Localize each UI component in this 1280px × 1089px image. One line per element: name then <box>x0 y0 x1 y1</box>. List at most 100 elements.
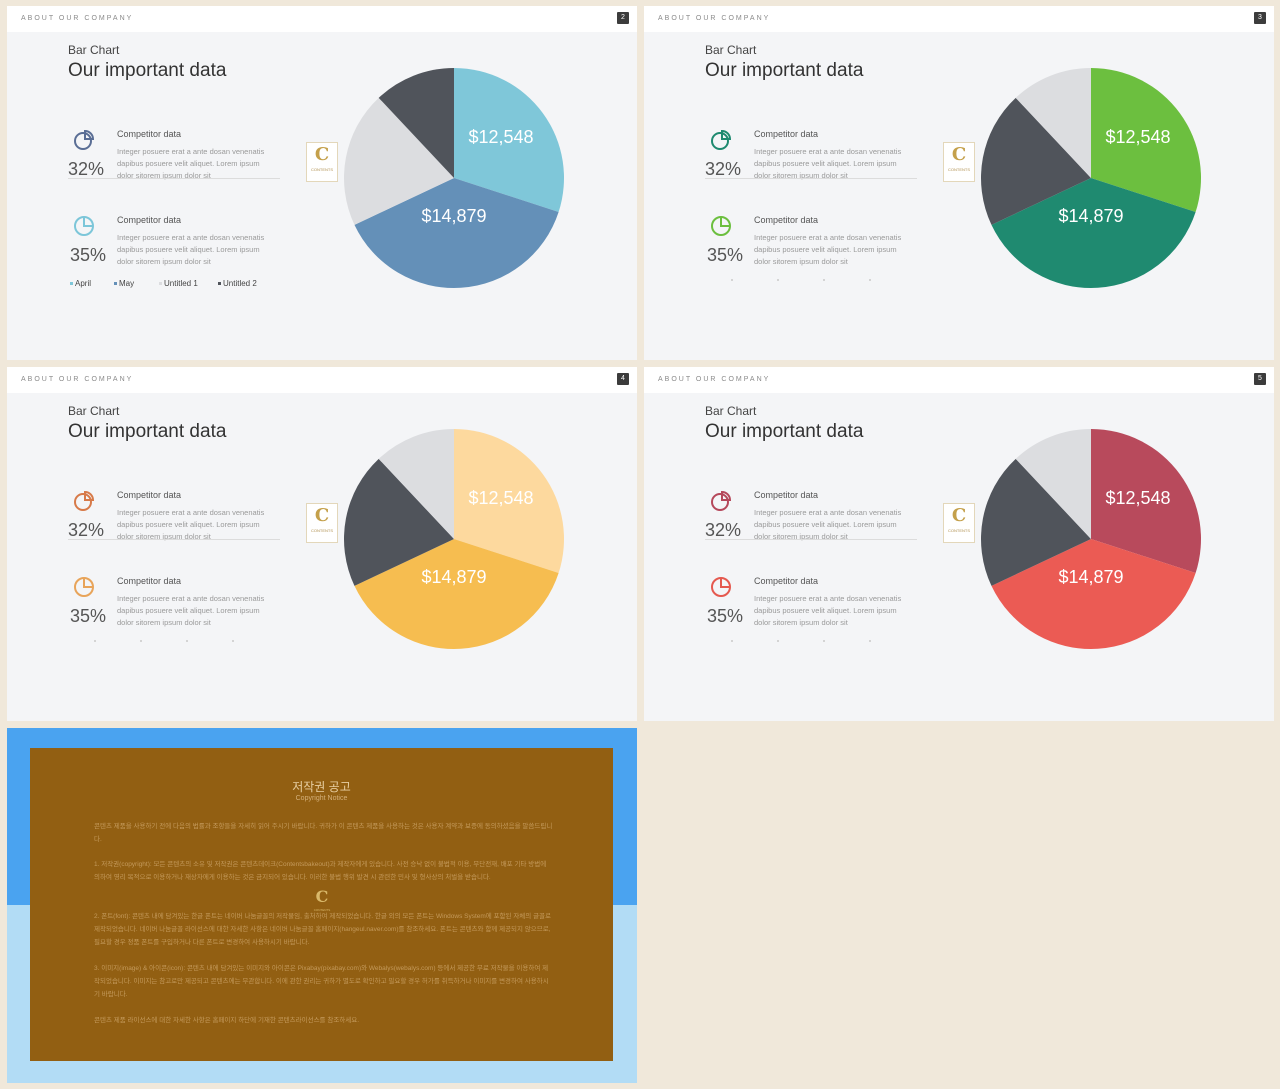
legend-dot <box>869 279 871 281</box>
notice-subtitle: Copyright Notice <box>295 795 348 802</box>
slide-header: ABOUT OUR COMPANY 5 <box>644 367 1274 393</box>
slide-heading: Our important data <box>68 60 227 81</box>
pie-chart: $12,548 $14,879 <box>981 429 1201 649</box>
competitor-description: Integer posuere erat a ante dosan venena… <box>754 508 902 541</box>
page-number: 3 <box>1254 12 1266 24</box>
competitor-percent: 32% <box>68 159 105 179</box>
company-logo: C CONTENTS <box>313 887 331 912</box>
pie-slice <box>354 178 559 288</box>
header-title: ABOUT OUR COMPANY <box>658 15 771 22</box>
competitor-block-2: 35% Competitor data Integer posuere erat… <box>68 215 280 285</box>
competitor-percent: 35% <box>70 606 107 626</box>
divider <box>68 539 280 540</box>
pie-chart-icon <box>711 577 731 597</box>
pie-data-label: $14,879 <box>1058 567 1123 587</box>
pie-slice <box>981 97 1091 225</box>
competitor-label: Competitor data <box>754 490 819 500</box>
competitor-description: Integer posuere erat a ante dosan venena… <box>117 508 265 541</box>
pie-slice <box>354 539 559 649</box>
competitor-label: Competitor data <box>117 129 182 139</box>
competitor-block-1: 32% Competitor data Integer posuere erat… <box>705 129 917 199</box>
legend-dot <box>186 640 188 642</box>
notice-paragraph: 1. 저작권(copyright): 모든 콘텐츠의 소유 및 저작권은 콘텐츠… <box>94 861 547 881</box>
pie-slice <box>454 429 564 573</box>
legend-dot <box>140 640 142 642</box>
pie-slice <box>991 178 1196 288</box>
pie-chart: $12,548 $14,879 <box>344 68 564 288</box>
legend-dot <box>731 640 733 642</box>
slide-heading: Our important data <box>705 60 864 81</box>
pie-chart-icon <box>74 490 95 511</box>
pie-data-label: $14,879 <box>421 206 486 226</box>
competitor-block-2: 35% Competitor data Integer posuere erat… <box>705 215 917 285</box>
notice-paragraph: 2. 폰트(font): 콘텐츠 내에 담겨있는 한글 폰트는 네이버 나눔글꼴… <box>94 913 552 946</box>
pie-chart-icon <box>74 216 94 236</box>
pie-slice <box>1015 68 1091 178</box>
pie-data-label: $14,879 <box>1058 206 1123 226</box>
competitor-description: Integer posuere erat a ante dosan venena… <box>117 233 265 266</box>
pie-chart-icon <box>74 577 94 597</box>
divider <box>705 539 917 540</box>
legend-dot <box>731 279 733 281</box>
pie-slice <box>991 539 1196 649</box>
pie-slice <box>1091 68 1201 212</box>
page-number: 4 <box>617 373 629 385</box>
competitor-percent: 35% <box>707 245 744 265</box>
legend-dot <box>232 640 234 642</box>
pie-slice <box>1015 429 1091 539</box>
competitor-description: Integer posuere erat a ante dosan venena… <box>117 147 265 180</box>
legend-dot <box>94 640 96 642</box>
company-logo: C CONTENTS <box>943 142 975 182</box>
competitor-block-1: 32% Competitor data Integer posuere erat… <box>68 490 280 560</box>
slide-header: ABOUT OUR COMPANY 3 <box>644 6 1274 32</box>
slide-5[interactable]: ABOUT OUR COMPANY 5 Bar Chart Our import… <box>644 367 1274 721</box>
competitor-block-2: 35% Competitor data Integer posuere erat… <box>68 576 280 646</box>
competitor-percent: 32% <box>705 520 742 540</box>
slide-2[interactable]: ABOUT OUR COMPANY 2 Bar Chart Our import… <box>7 6 637 360</box>
pie-chart-icon <box>74 129 95 150</box>
pie-data-label: $12,548 <box>1105 127 1170 147</box>
header-title: ABOUT OUR COMPANY <box>21 15 134 22</box>
competitor-description: Integer posuere erat a ante dosan venena… <box>754 147 902 180</box>
legend-item: Untitled 1 <box>159 279 198 288</box>
company-logo: C CONTENTS <box>943 503 975 543</box>
competitor-percent: 35% <box>707 606 744 626</box>
legend-dot <box>777 640 779 642</box>
pie-data-label: $12,548 <box>468 127 533 147</box>
header-title: ABOUT OUR COMPANY <box>21 376 134 383</box>
pie-slice <box>454 68 564 212</box>
divider <box>68 178 280 179</box>
competitor-percent: 35% <box>70 245 107 265</box>
competitor-percent: 32% <box>705 159 742 179</box>
slide-4[interactable]: ABOUT OUR COMPANY 4 Bar Chart Our import… <box>7 367 637 721</box>
competitor-block-2: 35% Competitor data Integer posuere erat… <box>705 576 917 646</box>
slide-heading: Our important data <box>705 421 864 442</box>
notice-paragraph: 콘텐츠 제품 라이선스에 대한 자세한 사항은 홈페이지 하단에 기재한 콘텐츠… <box>94 1017 360 1024</box>
chart-kind-label: Bar Chart <box>705 43 757 57</box>
competitor-label: Competitor data <box>117 215 182 225</box>
pie-slice <box>981 458 1091 586</box>
page-number: 5 <box>1254 373 1266 385</box>
slide-header: ABOUT OUR COMPANY 4 <box>7 367 637 393</box>
pie-slice <box>344 97 454 225</box>
chart-kind-label: Bar Chart <box>705 404 757 418</box>
notice-paragraph: 3. 이미지(image) & 아이콘(icon): 콘텐츠 내에 담겨있는 이… <box>94 965 549 998</box>
chart-kind-label: Bar Chart <box>68 43 120 57</box>
chart-kind-label: Bar Chart <box>68 404 120 418</box>
legend-dot <box>823 279 825 281</box>
pie-chart: $12,548 $14,879 <box>981 68 1201 288</box>
notice-panel: 저작권 공고 Copyright Notice 콘텐츠 제품을 사용하기 전에 … <box>30 748 613 1061</box>
company-logo: C CONTENTS <box>306 142 338 182</box>
copyright-notice-slide[interactable]: 저작권 공고 Copyright Notice 콘텐츠 제품을 사용하기 전에 … <box>7 728 637 1083</box>
competitor-description: Integer posuere erat a ante dosan venena… <box>754 233 902 266</box>
pie-data-label: $14,879 <box>421 567 486 587</box>
pie-data-label: $12,548 <box>1105 488 1170 508</box>
slide-3[interactable]: ABOUT OUR COMPANY 3 Bar Chart Our import… <box>644 6 1274 360</box>
competitor-label: Competitor data <box>754 576 819 586</box>
competitor-description: Integer posuere erat a ante dosan venena… <box>117 594 265 627</box>
legend-item: April <box>70 279 91 288</box>
pie-slice <box>378 429 454 539</box>
competitor-label: Competitor data <box>117 576 182 586</box>
notice-paragraph: 콘텐츠 제품을 사용하기 전에 다음의 법률과 조항들을 자세히 읽어 주시기 … <box>94 823 553 843</box>
pie-slice <box>378 68 454 178</box>
